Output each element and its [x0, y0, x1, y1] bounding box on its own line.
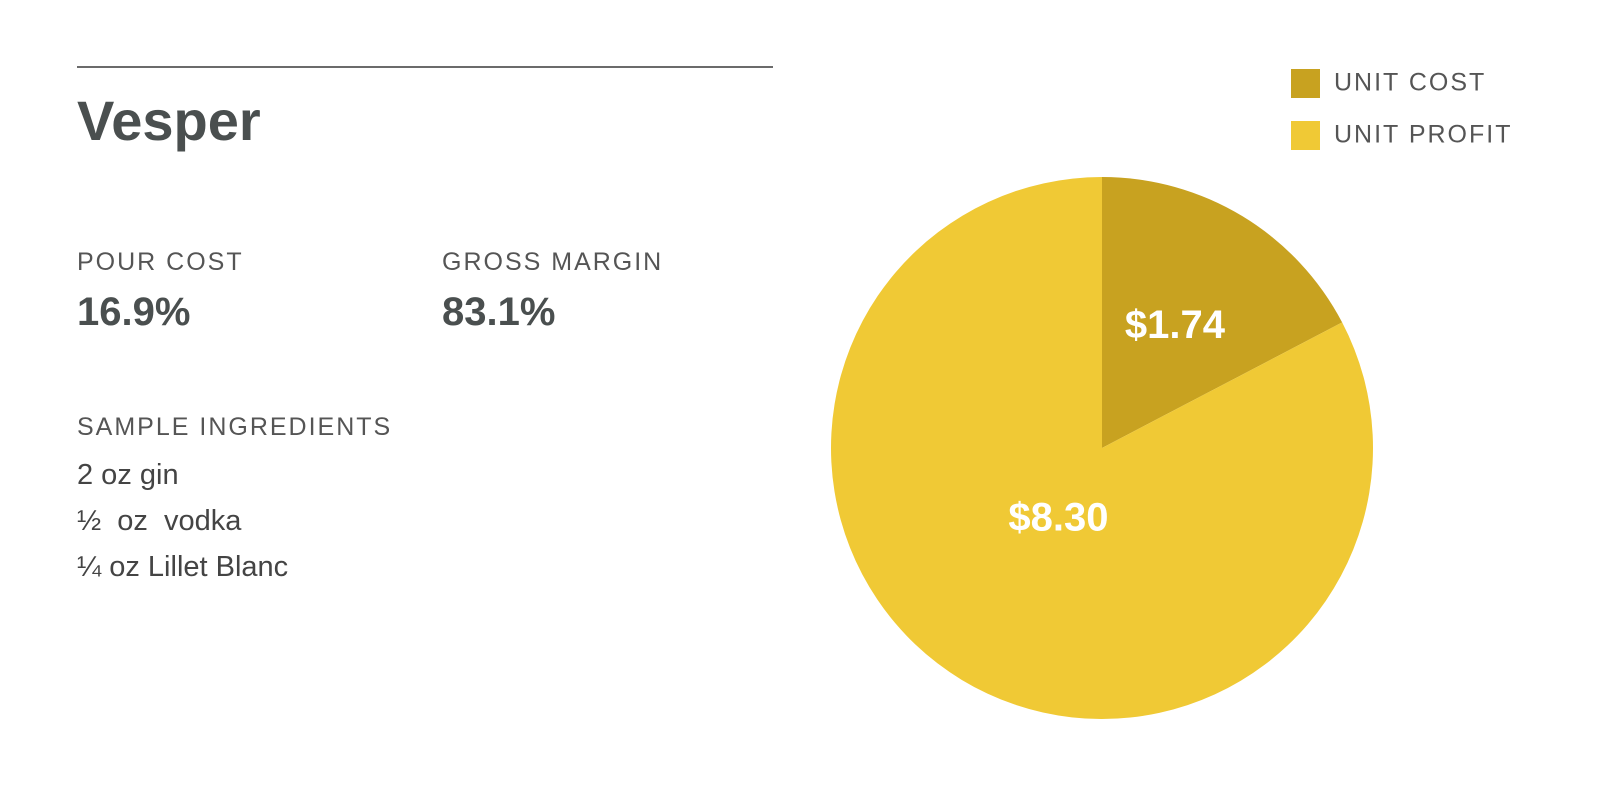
pie-slice [831, 177, 1373, 719]
metric-label: GROSS MARGIN [442, 248, 664, 276]
data-label: $8.30 [1008, 495, 1108, 539]
data-label: $1.74 [1125, 303, 1226, 347]
section-heading: SAMPLE INGREDIENTS [77, 413, 393, 441]
ingredient: 2 oz gin [77, 459, 179, 491]
legend-label: UNIT COST [1334, 69, 1486, 97]
title: Vesper [77, 89, 261, 152]
metric-value: 16.9% [77, 290, 191, 334]
ingredient: ½ oz vodka [77, 505, 242, 537]
legend-swatch [1291, 121, 1320, 150]
metric-value: 83.1% [442, 290, 556, 334]
ingredient: ¼ oz Lillet Blanc [77, 551, 289, 583]
metric-label: POUR COST [77, 248, 244, 276]
pie-slice [1102, 177, 1343, 448]
legend-swatch [1291, 69, 1320, 98]
legend-label: UNIT PROFIT [1334, 121, 1512, 149]
divider [77, 66, 773, 68]
